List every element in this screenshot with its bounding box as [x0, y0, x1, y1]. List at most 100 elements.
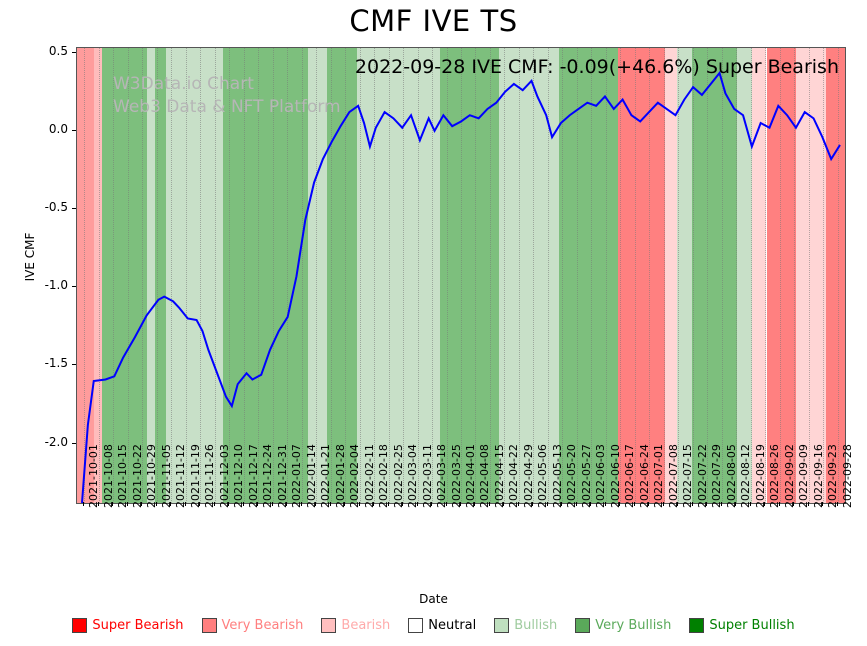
- grid-line-vertical: [591, 48, 593, 503]
- plot-area: W3Data.io Chart Web3 Data & NFT Platform…: [76, 47, 846, 504]
- x-tick-label: 2021-12-10: [232, 444, 246, 508]
- legend-item[interactable]: Super Bullish: [689, 618, 795, 633]
- x-tick-label: 2022-07-15: [681, 444, 695, 508]
- grid-line-vertical: [779, 48, 782, 503]
- x-tick-mark: [735, 502, 737, 506]
- x-tick-mark: [344, 502, 346, 506]
- legend-item[interactable]: Super Bearish: [72, 618, 184, 633]
- x-tick-mark: [749, 502, 751, 506]
- x-tick-label: 2022-08-19: [753, 444, 767, 508]
- x-tick-mark: [677, 502, 679, 506]
- grid-line-vertical: [258, 48, 260, 503]
- x-tick-label: 2021-10-29: [145, 444, 159, 508]
- x-tick-label: 2022-01-28: [333, 444, 347, 508]
- x-tick-label: 2022-05-20: [565, 444, 579, 508]
- x-tick-label: 2022-05-27: [579, 444, 593, 508]
- grid-line-vertical: [156, 48, 159, 503]
- grid-line-vertical: [837, 48, 840, 503]
- x-tick-label: 2022-01-14: [304, 444, 318, 508]
- x-tick-label: 2021-10-22: [130, 444, 144, 508]
- x-tick-mark: [575, 502, 577, 506]
- x-tick-label: 2022-01-07: [290, 444, 304, 508]
- legend-item[interactable]: Bullish: [494, 618, 557, 633]
- x-tick-mark: [300, 502, 302, 506]
- x-tick-label: 2022-06-03: [594, 444, 608, 508]
- cmf-line-path: [81, 70, 841, 503]
- grid-line-vertical: [432, 48, 434, 503]
- x-tick-label: 2022-04-22: [507, 444, 521, 508]
- grid-line-vertical: [547, 48, 550, 503]
- grid-line-vertical: [620, 48, 622, 503]
- x-tick-label: 2022-07-29: [710, 444, 724, 508]
- x-tick-mark: [373, 502, 375, 506]
- grid-line-vertical: [229, 48, 231, 503]
- x-tick-mark: [184, 502, 186, 506]
- x-tick-mark: [155, 502, 157, 506]
- legend-label: Super Bullish: [709, 618, 795, 633]
- x-tick-label: 2022-09-09: [797, 444, 811, 508]
- x-tick-label: 2022-02-18: [377, 444, 391, 508]
- legend-item[interactable]: Very Bullish: [575, 618, 671, 633]
- grid-line-vertical: [388, 48, 391, 503]
- x-tick-mark: [228, 502, 230, 506]
- legend-label: Very Bearish: [221, 618, 304, 633]
- x-tick-mark: [546, 502, 548, 506]
- grid-line-vertical: [576, 48, 579, 503]
- grid-line-vertical: [345, 48, 347, 503]
- x-tick-label: 2022-06-10: [608, 444, 622, 508]
- legend-swatch: [494, 618, 510, 633]
- grid-line-vertical: [692, 48, 695, 503]
- current-value-annotation: 2022-09-28 IVE CMF: -0.09(+46.6%) Super …: [354, 56, 839, 78]
- x-tick-label: 2022-09-23: [826, 444, 840, 508]
- x-tick-mark: [619, 502, 621, 506]
- legend-item[interactable]: Neutral: [408, 618, 476, 633]
- x-tick-mark: [315, 502, 317, 506]
- x-tick-mark: [329, 502, 331, 506]
- x-tick-label: 2022-05-06: [536, 444, 550, 508]
- regime-band: [751, 48, 767, 503]
- regime-band: [796, 48, 826, 503]
- grid-line-vertical: [200, 48, 202, 503]
- grid-line-vertical: [823, 48, 825, 503]
- y-tick-label: 0.0: [48, 121, 68, 136]
- x-tick-mark: [286, 502, 288, 506]
- cmf-line-series: [81, 70, 841, 503]
- x-tick-label: 2022-07-01: [652, 444, 666, 508]
- x-tick-mark: [97, 502, 99, 506]
- legend: Super Bearish Very Bearish Bearish Neutral B…: [0, 618, 867, 633]
- x-tick-label: 2022-04-15: [492, 444, 506, 508]
- legend-swatch: [689, 618, 705, 633]
- regime-band: [147, 48, 156, 503]
- grid-line-vertical: [663, 48, 666, 503]
- grid-line-vertical: [272, 48, 275, 503]
- x-tick-mark: [720, 502, 722, 506]
- x-tick-label: 2021-11-12: [174, 444, 188, 508]
- legend-item[interactable]: Bearish: [321, 618, 390, 633]
- x-tick-mark: [764, 502, 766, 506]
- legend-item[interactable]: Very Bearish: [201, 618, 304, 633]
- y-tick-label: -1.5: [44, 356, 68, 371]
- y-tick-mark: [72, 51, 76, 53]
- x-tick-label: 2021-10-08: [101, 444, 115, 508]
- x-tick-label: 2022-03-04: [406, 444, 420, 508]
- x-tick-mark: [590, 502, 592, 506]
- x-tick-mark: [358, 502, 360, 506]
- x-tick-mark: [126, 502, 128, 506]
- regime-band: [223, 48, 309, 503]
- y-tick-mark: [72, 364, 76, 366]
- x-tick-mark: [793, 502, 795, 506]
- regime-band: [166, 48, 224, 503]
- x-tick-mark: [431, 502, 433, 506]
- grid-line-vertical: [359, 48, 362, 503]
- x-tick-label: 2022-04-01: [464, 444, 477, 508]
- regime-band: [558, 48, 618, 503]
- legend-swatch: [201, 618, 217, 633]
- legend-label: Neutral: [428, 618, 477, 633]
- x-tick-mark: [141, 502, 143, 506]
- x-tick-mark: [532, 502, 534, 506]
- y-tick-mark: [72, 208, 76, 210]
- grid-line-vertical: [461, 48, 463, 503]
- regime-band: [93, 48, 103, 503]
- x-tick-mark: [213, 502, 215, 506]
- x-tick-label: 2022-04-29: [521, 444, 535, 508]
